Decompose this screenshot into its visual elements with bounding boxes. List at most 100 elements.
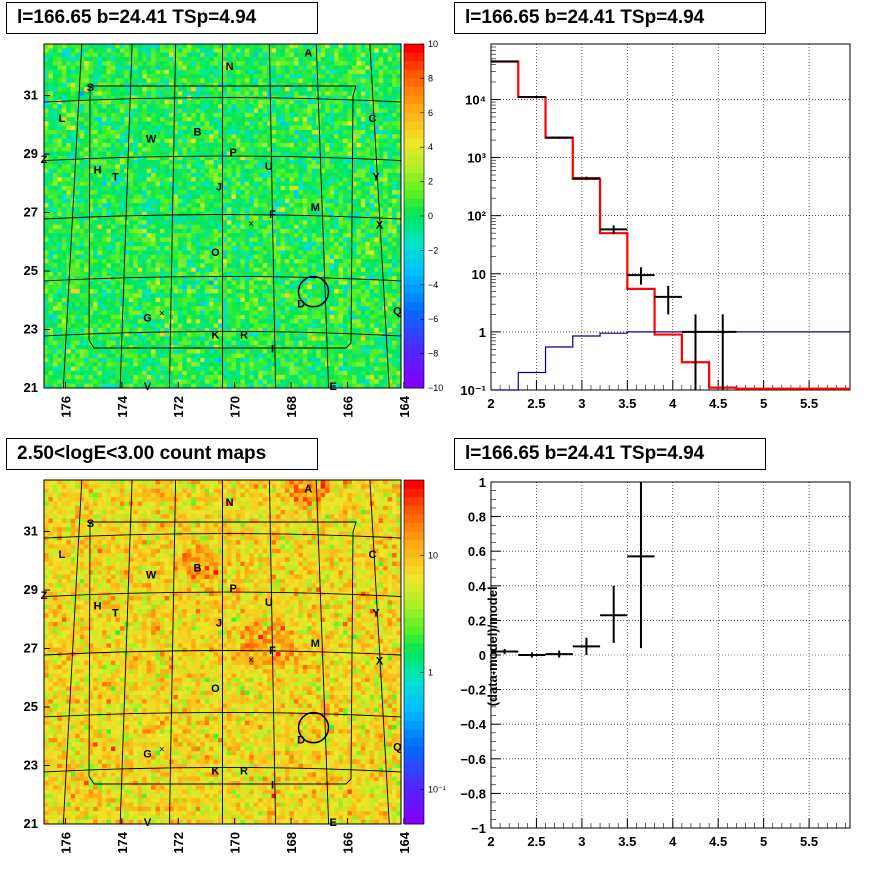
colorbar-cell [404, 242, 424, 251]
star-label-u: U [265, 161, 273, 173]
colorbar-cell [404, 635, 424, 644]
y-tick-label: −0.4 [460, 717, 486, 732]
star-label-a: A [304, 483, 312, 495]
x-tick-label: 174 [115, 831, 130, 853]
colorbar-cell [404, 755, 424, 764]
x-tick-label: 168 [284, 396, 299, 418]
star-label-j: J [216, 182, 222, 194]
ratio-title: l=166.65 b=24.41 TSp=4.94 [454, 438, 766, 470]
colorbar-cell [404, 652, 424, 661]
colorbar-tick-label: −2 [428, 245, 438, 255]
colorbar-tick-label: 0 [428, 211, 433, 221]
star-label-s: S [87, 518, 94, 530]
colorbar-cell [404, 233, 424, 242]
y-tick-label: 10² [467, 209, 486, 224]
star-label-a: A [304, 47, 312, 59]
colorbar-cell [404, 669, 424, 678]
colorbar-cell [404, 592, 424, 601]
x-tick-label: 4.5 [709, 396, 727, 411]
colorbar-cell [404, 781, 424, 790]
x-tick-label: 174 [115, 395, 130, 417]
model-total-line [491, 61, 850, 388]
x-tick-label: 164 [397, 831, 412, 853]
x-tick-label: 3 [578, 834, 585, 849]
colorbar-cell [404, 199, 424, 208]
y-tick-label: 10⁻¹ [460, 383, 486, 398]
colorbar-cell [404, 61, 424, 70]
residual-map-title: l=166.65 b=24.41 TSp=4.94 [6, 2, 318, 34]
x-tick-label: 168 [284, 832, 299, 854]
star-label-c: C [368, 113, 376, 125]
colorbar-tick-label: 10 [428, 39, 438, 49]
star-label-j: J [216, 618, 222, 630]
star-label-x: X [376, 219, 384, 231]
x-tick-label: 4 [669, 834, 677, 849]
x-tick-label: 176 [58, 396, 73, 418]
colorbar-cell [404, 190, 424, 199]
colorbar-cell [404, 336, 424, 345]
colorbar-cell [404, 566, 424, 575]
colorbar-tick-label: 10⁻¹ [428, 785, 446, 795]
colorbar-cell [404, 371, 424, 380]
colorbar-cell [404, 540, 424, 549]
model-source-line [491, 332, 850, 390]
y-tick-label: 10⁴ [465, 92, 486, 107]
star-label-i: I [271, 343, 274, 355]
colorbar-cell [404, 362, 424, 371]
colorbar-cell [404, 712, 424, 721]
colorbar-cell [404, 276, 424, 285]
colorbar-cell [404, 96, 424, 105]
colorbar-cell [404, 764, 424, 773]
x-tick-label: 170 [228, 396, 243, 418]
colorbar-cell [404, 156, 424, 165]
colorbar-cell [404, 216, 424, 225]
x-tick-label: 3.5 [618, 396, 636, 411]
x-tick-label: 3.5 [618, 834, 636, 849]
colorbar-tick-label: 10 [428, 551, 438, 561]
star-label-u: U [265, 597, 273, 609]
colorbar-cell [404, 345, 424, 354]
x-tick-label: 2.5 [527, 834, 545, 849]
star-label-g: G [143, 312, 152, 324]
colorbar-tick-label: −4 [428, 280, 438, 290]
y-tick-label: 27 [24, 641, 38, 656]
x-tick-label: 4 [669, 396, 677, 411]
y-tick-label: −0.8 [460, 786, 486, 801]
star-label-z: Z [41, 154, 48, 166]
colorbar-cell [404, 738, 424, 747]
map-cross-marker: × [159, 744, 165, 755]
y-tick-label: 10 [472, 267, 486, 282]
colorbar-cell [404, 480, 424, 489]
colorbar-cell [404, 686, 424, 695]
colorbar-cell [404, 293, 424, 302]
star-label-e: E [329, 381, 336, 393]
y-tick-label: 29 [24, 146, 38, 161]
colorbar-cell [404, 747, 424, 756]
x-tick-label: 5 [760, 834, 767, 849]
star-label-v: V [144, 381, 152, 393]
colorbar-cell [404, 87, 424, 96]
colorbar-cell [404, 78, 424, 87]
colorbar-cell [404, 70, 424, 79]
colorbar-cell [404, 583, 424, 592]
colorbar-cell [404, 147, 424, 156]
colorbar-cell [404, 182, 424, 191]
y-tick-label: −0.2 [460, 683, 486, 698]
colorbar-cell [404, 285, 424, 294]
colorbar-cell [404, 53, 424, 62]
x-tick-label: 176 [58, 832, 73, 854]
map-cross-marker: × [159, 308, 165, 319]
y-tick-label: 10³ [467, 151, 486, 166]
x-tick-label: 2.5 [527, 396, 545, 411]
star-label-y: Y [372, 607, 380, 619]
y-tick-label: 0.4 [468, 579, 487, 594]
colorbar-cell [404, 600, 424, 609]
y-axis-label: (data-model)/model [485, 586, 500, 706]
